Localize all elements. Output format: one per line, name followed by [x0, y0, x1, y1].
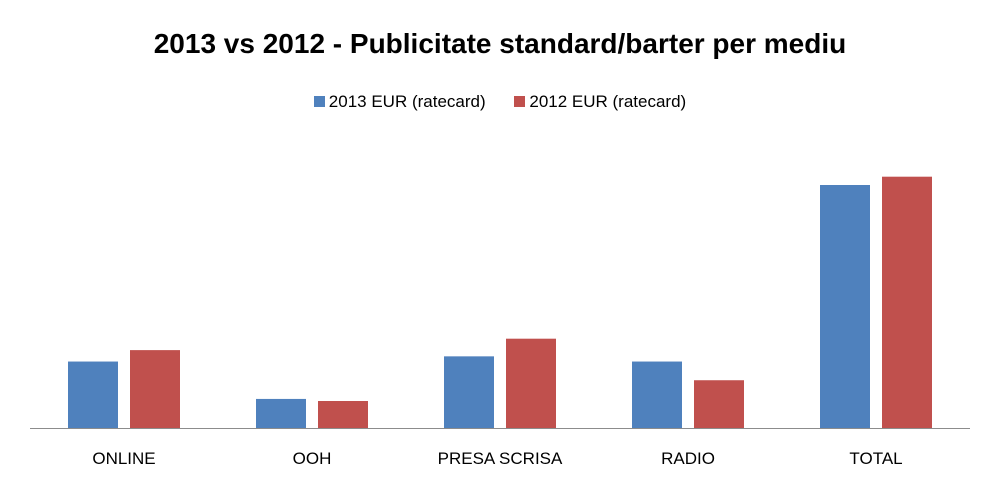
legend: 2013 EUR (ratecard) 2012 EUR (ratecard): [0, 92, 1000, 112]
bar-ooh-2012: [318, 401, 368, 428]
legend-swatch-2013: [313, 96, 325, 107]
bar-total-2013: [820, 185, 870, 428]
bar-ooh-2013: [256, 398, 306, 428]
legend-label-2012: 2012 EUR (ratecard): [529, 92, 687, 111]
x-tick-label: TOTAL: [849, 449, 902, 468]
bar-presa-scrisa-2012: [506, 338, 556, 428]
x-tick-label: ONLINE: [92, 449, 155, 468]
bar-radio-2013: [632, 361, 682, 428]
bar-online-2012: [130, 350, 180, 428]
legend-item-2012: 2012 EUR (ratecard): [514, 92, 686, 112]
x-tick-label: PRESA SCRISA: [438, 449, 563, 468]
x-tick-label: RADIO: [661, 449, 715, 468]
x-tick-label: OOH: [293, 449, 332, 468]
legend-item-2013: 2013 EUR (ratecard): [313, 92, 486, 112]
legend-swatch-2012: [514, 96, 526, 107]
bar-online-2013: [68, 361, 118, 428]
bar-presa-scrisa-2013: [444, 356, 494, 428]
legend-label-2013: 2013 EUR (ratecard): [328, 92, 486, 111]
chart-title: 2013 vs 2012 - Publicitate standard/bart…: [153, 28, 847, 59]
bar-radio-2012: [694, 380, 744, 428]
bar-total-2012: [882, 176, 932, 428]
